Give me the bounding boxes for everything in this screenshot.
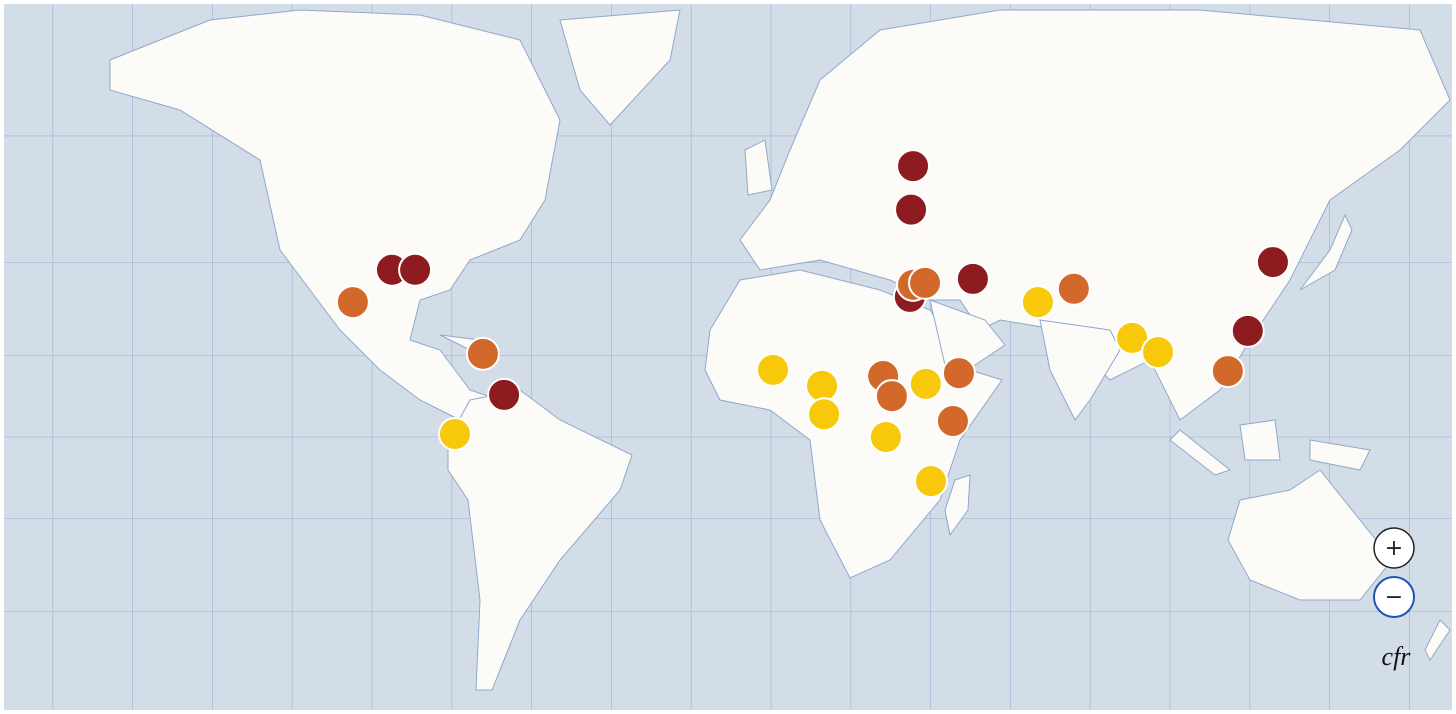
marker[interactable] <box>1230 313 1265 348</box>
marker[interactable] <box>908 366 943 401</box>
land <box>109 9 1451 691</box>
marker[interactable] <box>913 464 948 499</box>
new-zealand <box>1424 619 1451 661</box>
marker[interactable] <box>1115 320 1150 355</box>
zoom-in-circle[interactable] <box>1373 527 1415 569</box>
marker[interactable] <box>874 379 909 414</box>
eurasia <box>739 9 1451 421</box>
marker[interactable] <box>935 404 970 439</box>
marker[interactable] <box>1210 354 1245 389</box>
marker[interactable] <box>1255 245 1290 280</box>
marker[interactable] <box>1020 285 1055 320</box>
marker[interactable] <box>335 285 370 320</box>
marker[interactable] <box>755 352 790 387</box>
greenland <box>559 9 681 126</box>
marker[interactable] <box>437 417 472 452</box>
marker[interactable] <box>807 397 842 432</box>
zoom-out-button[interactable]: − <box>1373 576 1415 618</box>
india <box>1039 319 1121 421</box>
zoom-in-label[interactable]: + <box>1385 536 1403 561</box>
arabia <box>929 299 1006 376</box>
japan <box>1299 213 1353 291</box>
africa <box>704 269 1003 579</box>
marker[interactable] <box>805 368 840 403</box>
marker[interactable] <box>465 336 500 371</box>
logo: cfr <box>1382 642 1412 671</box>
australia <box>1227 469 1393 601</box>
zoom-in-button[interactable]: + <box>1373 527 1415 569</box>
marker[interactable] <box>487 377 522 412</box>
zoom-out-label[interactable]: − <box>1385 585 1403 610</box>
indonesia <box>1169 419 1371 476</box>
marker[interactable] <box>955 261 990 296</box>
marker[interactable] <box>1141 335 1176 370</box>
marker[interactable] <box>1056 271 1091 306</box>
zoom-out-circle[interactable] <box>1373 576 1415 618</box>
marker[interactable] <box>896 149 931 184</box>
marker[interactable] <box>894 192 929 227</box>
marker[interactable] <box>908 265 943 300</box>
madagascar <box>944 474 971 537</box>
marker[interactable] <box>398 252 433 287</box>
britain <box>744 139 773 196</box>
south-america <box>447 389 633 691</box>
north-america <box>109 9 561 431</box>
markers <box>335 149 1290 499</box>
marker[interactable] <box>868 420 903 454</box>
marker[interactable] <box>941 356 976 391</box>
